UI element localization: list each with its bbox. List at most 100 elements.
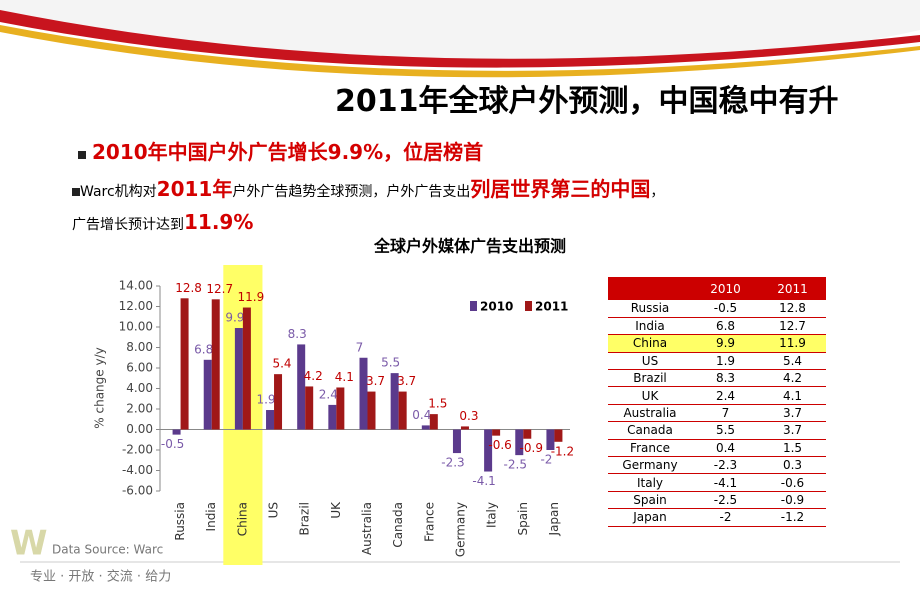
x-tick-label: US: [267, 502, 281, 518]
table-cell: -1.2: [780, 510, 805, 525]
table-cell: 3.7: [782, 406, 803, 421]
table-row: Italy -4.1 -0.6: [608, 474, 826, 492]
x-tick-label: Brazil: [298, 502, 312, 536]
bar: [172, 429, 181, 435]
y-tick-label: 10.00: [119, 320, 153, 334]
table-row: Spain -2.5 -0.9: [608, 491, 826, 509]
x-tick-label: Japan: [547, 502, 561, 536]
table-cell: -4.1: [713, 475, 738, 490]
value-label: 3.7: [397, 374, 416, 388]
table-cell: -2.3: [713, 458, 738, 473]
table-cell: -0.5: [713, 301, 738, 316]
table-row: France 0.4 1.5: [608, 439, 826, 457]
y-tick-label: -6.00: [122, 484, 153, 498]
bar: [336, 387, 345, 430]
table-cell: 12.8: [779, 301, 806, 316]
bar: [452, 429, 461, 454]
bar: [266, 410, 275, 430]
table-cell: 1.9: [715, 353, 736, 368]
table-cell: Russia: [630, 301, 670, 316]
value-label: 4.1: [335, 370, 354, 384]
table-row: Russia -0.5 12.8: [608, 300, 826, 318]
bullet-emph: 列居世界第三的中国: [470, 177, 651, 201]
bullet-text: 广告增长预计达到: [72, 217, 184, 233]
table-cell: Brazil: [633, 371, 667, 386]
value-label: 8.3: [288, 327, 307, 341]
value-label: 11.9: [238, 290, 265, 304]
y-tick-label: 4.00: [126, 381, 153, 395]
bar: [203, 359, 212, 430]
x-tick-label: Canada: [391, 502, 405, 548]
bullet-text: 户外广告趋势全球预测，户外广告支出: [232, 184, 471, 200]
value-label: 12.8: [175, 281, 202, 295]
y-tick-label: 2.00: [126, 402, 153, 416]
footer: 专业 · 开放 · 交流 · 给力: [30, 569, 171, 585]
value-label: 0.3: [459, 409, 478, 423]
x-tick-label: Italy: [485, 502, 499, 528]
bar: [211, 299, 220, 430]
header-stripe: [0, 10, 920, 68]
bar: [398, 391, 407, 430]
y-tick-label: 8.00: [126, 340, 153, 354]
value-label: 4.2: [304, 369, 323, 383]
table-row: Australia 7 3.7: [608, 404, 826, 422]
bullet-emph: 11.9%: [184, 210, 254, 234]
table-cell: 7: [721, 406, 730, 421]
header-cell: [608, 277, 692, 300]
header-row: 2010 2011: [608, 277, 826, 300]
bar: [523, 429, 532, 439]
header-cell: 2011: [777, 281, 808, 296]
y-axis-label: % change y/y: [93, 347, 107, 428]
chart-title: 全球户外媒体广告支出预测: [373, 237, 566, 256]
table-cell: Spain: [633, 492, 667, 507]
table-cell: -0.9: [780, 492, 805, 507]
bar: [484, 429, 493, 472]
bar: [274, 374, 283, 430]
bar: [180, 298, 189, 430]
bullet-emph: 2011年: [156, 177, 233, 201]
x-tick-label: France: [422, 502, 436, 542]
header-cell: 2010: [710, 281, 741, 296]
value-label: 5.4: [272, 357, 291, 371]
table-cell: Japan: [633, 510, 667, 525]
bullet-text: Warc机构对: [80, 184, 157, 200]
y-tick-label: 14.00: [119, 279, 153, 293]
title: 2011年全球户外预测，中国稳中有升: [335, 84, 839, 119]
table-cell: 6.8: [715, 319, 736, 334]
table-cell: 12.7: [779, 319, 806, 334]
x-tick-label: Australia: [360, 502, 374, 555]
bar: [429, 414, 438, 430]
table-cell: 2.4: [715, 388, 736, 403]
table-cell: 4.2: [782, 371, 803, 386]
table-row: UK 2.4 4.1: [608, 387, 826, 405]
bar: [554, 429, 563, 442]
table-row: China 9.9 11.9: [608, 334, 826, 353]
y-tick-label: 12.00: [119, 299, 153, 313]
bar: [367, 391, 376, 430]
x-tick-label: Germany: [453, 502, 467, 557]
table-cell: UK: [641, 388, 659, 403]
x-tick-label: Spain: [516, 502, 530, 536]
value-label: 6.8: [194, 342, 213, 356]
table-row: Germany -2.3 0.3: [608, 457, 826, 474]
table-cell: China: [632, 336, 668, 351]
bar: [546, 429, 555, 450]
value-label: -2.5: [504, 458, 527, 472]
value-label: -2.3: [441, 456, 464, 470]
bar: [234, 328, 243, 430]
bar: [460, 426, 469, 430]
value-label: -2: [540, 453, 552, 467]
table-cell: Canada: [627, 423, 673, 438]
value-label: 12.7: [206, 282, 233, 296]
bar: [242, 307, 251, 430]
x-tick-label: China: [235, 502, 249, 536]
legend-swatch: [470, 301, 477, 311]
value-label: -0.6: [488, 438, 511, 452]
table-row: Japan -2 -1.2: [608, 509, 826, 527]
value-label: -4.1: [472, 474, 495, 488]
legend-swatch: [525, 301, 532, 311]
value-label: 1.5: [428, 397, 447, 411]
table-cell: 11.9: [779, 336, 806, 351]
table-cell: India: [635, 319, 665, 334]
